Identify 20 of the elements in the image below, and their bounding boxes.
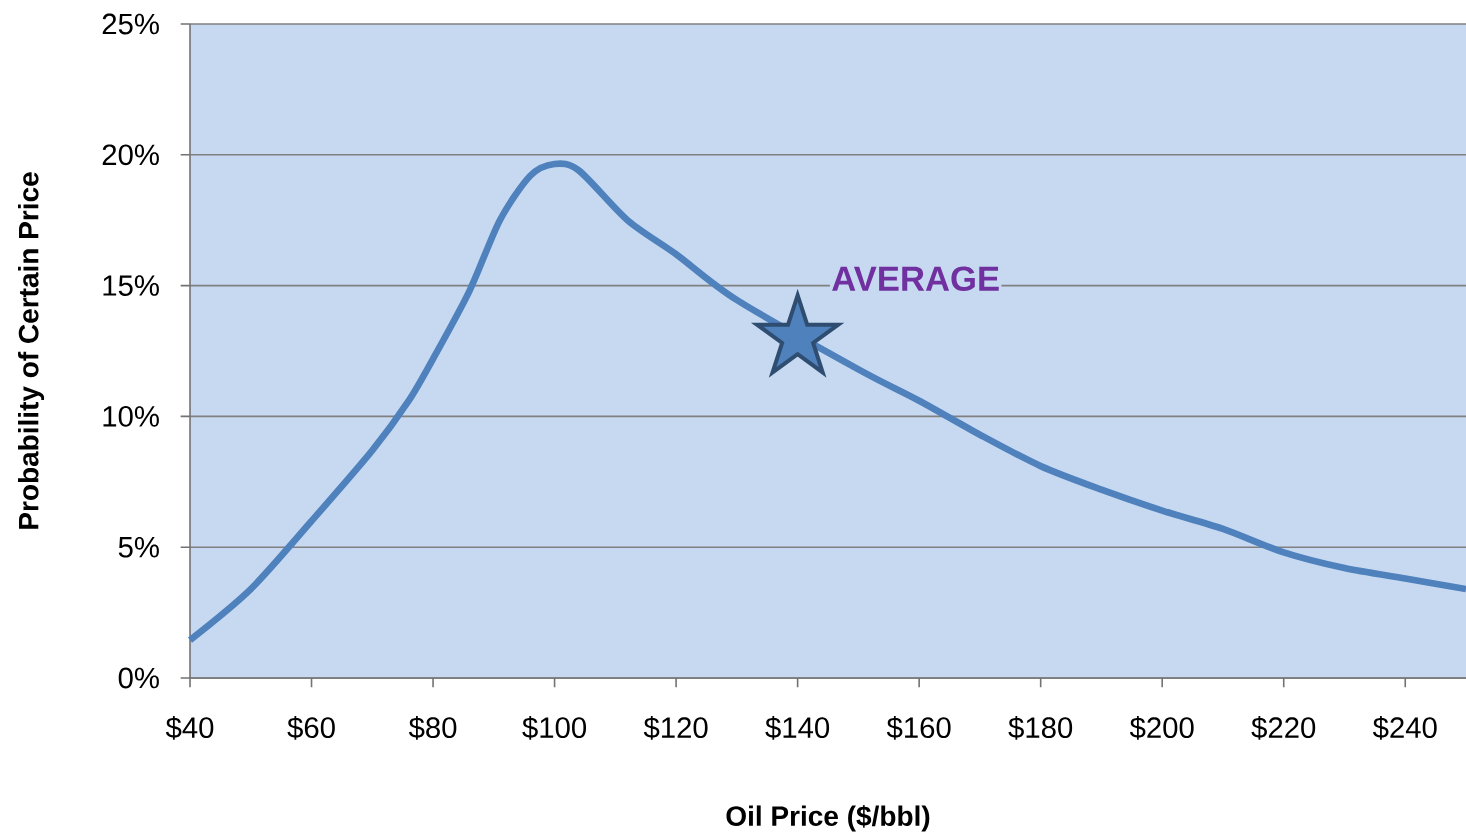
- annotation: AVERAGE: [832, 266, 999, 291]
- y-tick-label: 25%: [102, 13, 159, 35]
- x-tick-label: $160: [886, 716, 951, 740]
- x-tick-label: $40: [165, 716, 214, 740]
- y-tick-label: 5%: [118, 536, 159, 558]
- y-tick-label: 15%: [103, 275, 159, 296]
- x-tick-label: $200: [1129, 716, 1194, 740]
- y-axis-title: Probability of Certain Price: [18, 172, 45, 529]
- y-tick-label: 0%: [118, 667, 159, 689]
- x-tick-label: $240: [1372, 716, 1437, 740]
- x-tick-label: $220: [1251, 716, 1316, 740]
- y-tick-label: 10%: [103, 405, 159, 427]
- x-tick-label: $60: [287, 716, 335, 740]
- x-tick-label: $180: [1008, 716, 1073, 740]
- x-tick-label: $80: [408, 716, 457, 740]
- x-tick-label: $100: [522, 716, 587, 740]
- x-tick-label: $120: [643, 716, 708, 740]
- x-tick-label: $140: [765, 716, 830, 740]
- y-tick-label: 20%: [102, 144, 159, 166]
- x-axis-title: Oil Price ($/bbl): [726, 804, 930, 832]
